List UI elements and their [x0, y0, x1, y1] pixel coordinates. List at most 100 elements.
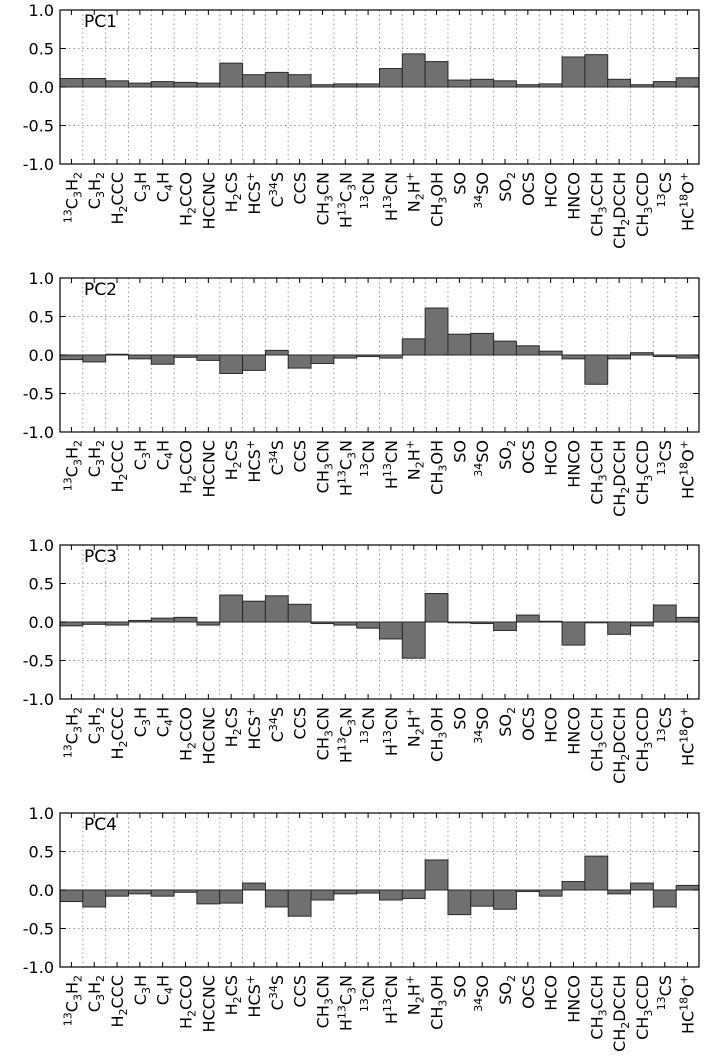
y-tick-label: 0.5: [29, 308, 54, 327]
label-part: 13: [335, 1005, 348, 1019]
label-part: 3: [140, 452, 153, 459]
label-part: 13: [358, 998, 371, 1012]
label-part: CS: [656, 975, 675, 996]
bar-H2CCO: [173, 81, 198, 88]
bar-CH2DCCH: [607, 78, 632, 88]
label-part: HNCO: [564, 707, 583, 755]
label-part: H: [85, 447, 104, 459]
bar-13C3H2: [59, 78, 84, 88]
label-part: C: [85, 466, 104, 477]
y-axis: 1.0 0.5 0.0 -0.5 -1.0: [23, 269, 699, 442]
label-part: H: [336, 216, 355, 228]
bar-C34S: [264, 349, 289, 356]
label-part: 3: [71, 994, 84, 1001]
bar-N2H+: [401, 621, 426, 659]
y-tick-label: 0.5: [29, 40, 54, 59]
label-part: +: [678, 707, 691, 716]
label-part: N: [405, 200, 424, 212]
label-part: 34: [267, 717, 280, 731]
label-part: CH: [587, 1016, 606, 1039]
label-part: CH: [587, 481, 606, 504]
x-tick-label-CH3CCH: CH3​CCH: [587, 440, 609, 505]
bar-CH3OH: [424, 593, 449, 623]
bar-C3H: [127, 354, 152, 360]
label-part: H: [405, 716, 424, 728]
label-part: HC: [679, 476, 698, 499]
y-tick-label: 1.0: [29, 804, 54, 823]
x-tick-label-SO2: SO2​: [496, 172, 518, 202]
label-part: 13: [61, 477, 74, 491]
label-part: 2: [505, 975, 518, 982]
label-part: C: [85, 1001, 104, 1012]
x-tick-label-H13CN: H13​CN: [381, 975, 401, 1024]
label-part: HNCO: [564, 440, 583, 488]
label-part: 3: [596, 474, 609, 481]
label-part: SO: [496, 447, 515, 470]
label-part: 18: [678, 729, 691, 743]
bar-H13CN: [379, 621, 403, 640]
bar-HCS+: [242, 354, 266, 371]
bar-HCS+: [242, 74, 266, 88]
bar-H2CS: [219, 354, 244, 374]
bar-34SO: [470, 889, 495, 907]
bar-C34S: [264, 889, 289, 908]
label-part: 3: [596, 206, 609, 213]
label-part: CCS: [291, 975, 310, 1008]
panel-3: 1.00.50.0-0.5-1.0PC313​C3​H2​C3​H2​H2​CC…: [23, 536, 700, 784]
label-part: 3: [642, 207, 655, 214]
x-tick-label-HCCNC: HCCNC: [199, 172, 218, 230]
label-part: CH: [313, 1005, 332, 1028]
label-part: H: [62, 714, 81, 726]
label-part: 3: [94, 726, 107, 733]
x-tick-label-13CS: 13​CS: [655, 440, 675, 475]
label-part: 2: [505, 707, 518, 714]
x-tick-label-H13C3N: H13​C3​N: [335, 172, 358, 228]
x-tick-label-13CN: 13​CN: [358, 440, 378, 477]
label-part: 3: [437, 732, 450, 739]
bar-OCS: [515, 84, 540, 88]
label-part: +: [404, 707, 417, 716]
bar-HCO: [538, 620, 563, 623]
bar-CH3CCH: [584, 354, 609, 385]
label-part: CH: [587, 748, 606, 771]
label-part: CCO: [177, 975, 196, 1010]
label-part: +: [404, 440, 417, 449]
bar-C3H: [127, 82, 152, 88]
y-tick-label: 0.0: [29, 78, 54, 97]
label-part: CS: [222, 172, 241, 193]
label-part: CCC: [108, 440, 127, 474]
label-part: 2: [94, 707, 107, 714]
x-tick-label-C3H2: C3​H2​: [85, 975, 107, 1012]
x-tick-label-C4H: C4​H: [154, 440, 176, 470]
label-part: H: [177, 482, 196, 494]
label-part: 2: [117, 474, 130, 481]
x-tick-label-13C3H2: 13​C3​H2​: [61, 440, 84, 491]
label-part: CH: [610, 494, 629, 517]
x-tick-label-N2H+: N2​H+​: [404, 440, 427, 480]
label-part: HNCO: [564, 172, 583, 220]
label-part: 2: [117, 206, 130, 213]
label-part: 3: [642, 475, 655, 482]
label-part: 3: [437, 465, 450, 472]
label-part: 3: [642, 1010, 655, 1017]
bar-CH2DCCH: [607, 889, 632, 895]
bar-CH3OH: [424, 859, 449, 891]
y-tick-label: -0.5: [23, 652, 54, 671]
panel-4: 1.00.50.0-0.5-1.0PC413​C3​H2​C3​H2​H2​CC…: [23, 804, 700, 1052]
label-part: C: [154, 994, 173, 1005]
label-part: H: [405, 181, 424, 193]
panel-1: 1.00.50.0-0.5-1.0PC113​C3​H2​C3​H2​H2​CC…: [23, 1, 700, 249]
bar-H2CCO: [173, 354, 198, 358]
x-axis-labels: 13​C3​H2​C3​H2​H2​CCCC3​HC4​HH2​CCOHCCNC…: [61, 172, 697, 249]
bar-HC18O+: [675, 616, 700, 623]
bar-C3H: [127, 619, 152, 623]
bar-H13CN: [379, 68, 403, 88]
bar-C3H: [127, 889, 152, 895]
y-tick-label: -0.5: [23, 117, 54, 136]
label-part: CH: [428, 739, 447, 762]
label-part: 34: [472, 195, 485, 209]
x-tick-label-CCS: CCS: [291, 707, 310, 740]
label-part: H: [382, 744, 401, 756]
bar-CH3OH: [424, 61, 449, 88]
